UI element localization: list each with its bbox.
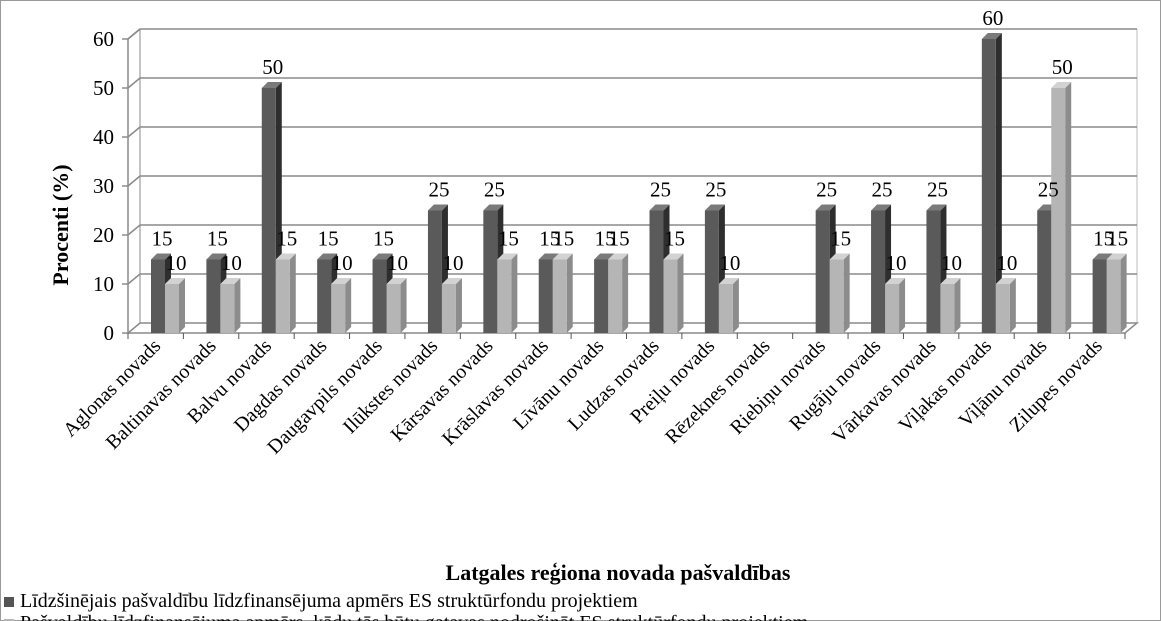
y-tick-label: 20 — [93, 223, 114, 247]
data-label: 15 — [373, 227, 394, 251]
data-label: 25 — [1038, 178, 1059, 202]
data-label: 15 — [152, 227, 173, 251]
data-label: 15 — [830, 227, 851, 251]
legend: Līdzšinējais pašvaldību līdzfinansējuma … — [4, 590, 809, 621]
bar-series-2 — [331, 278, 352, 333]
data-label: 15 — [276, 227, 297, 251]
bar-series-2 — [386, 278, 407, 333]
bar-series-2 — [608, 253, 629, 333]
bar-series-2 — [275, 253, 296, 333]
gridline — [127, 77, 1137, 89]
y-axis-title: Procenti (%) — [48, 164, 73, 285]
data-label: 15 — [1107, 227, 1128, 251]
data-label: 15 — [498, 227, 519, 251]
data-label: 10 — [996, 251, 1017, 275]
data-label: 10 — [221, 251, 242, 275]
bar-series-2 — [165, 278, 185, 333]
bar-series-2 — [940, 278, 961, 333]
bars — [151, 33, 1127, 333]
legend-swatch-series-1 — [4, 597, 14, 607]
bar-series-2 — [552, 253, 573, 333]
bar-series-2 — [663, 253, 684, 333]
legend-entry-series-1: Līdzšinējais pašvaldību līdzfinansējuma … — [20, 590, 638, 612]
y-tick-label: 40 — [93, 125, 114, 149]
bar-series-1 — [981, 33, 1002, 333]
bar-series-2 — [995, 278, 1016, 333]
y-tick-label: 60 — [93, 27, 114, 51]
data-label: 15 — [1093, 227, 1114, 251]
data-label: 10 — [886, 251, 907, 275]
data-label: 25 — [816, 178, 837, 202]
data-label: 10 — [387, 251, 408, 275]
gridline — [127, 175, 1137, 187]
gridline — [127, 224, 1137, 236]
data-label: 50 — [262, 55, 283, 79]
data-label: 10 — [332, 251, 353, 275]
data-label: 15 — [595, 227, 616, 251]
x-axis-title: Latgales reģiona novada pašvaldības — [446, 560, 791, 585]
data-label: 15 — [609, 227, 630, 251]
bar-series-2 — [885, 278, 906, 333]
data-label: 10 — [442, 251, 463, 275]
gridline — [127, 273, 1137, 285]
data-label: 15 — [553, 227, 574, 251]
bar-series-2 — [829, 253, 850, 333]
data-label: 15 — [539, 227, 560, 251]
data-label: 25 — [927, 178, 948, 202]
bar-series-2 — [441, 278, 462, 333]
gridline — [127, 126, 1137, 138]
data-label: 25 — [705, 178, 726, 202]
data-label: 15 — [207, 227, 228, 251]
y-tick-label: 10 — [93, 272, 114, 296]
data-label: 10 — [719, 251, 740, 275]
data-label: 25 — [872, 178, 893, 202]
data-label: 25 — [428, 178, 449, 202]
data-label: 15 — [664, 227, 685, 251]
data-label: 25 — [650, 178, 671, 202]
y-tick-label: 50 — [93, 76, 114, 100]
y-tick-label: 30 — [93, 174, 114, 198]
y-axis-top-edge — [127, 28, 141, 40]
legend-entry-series-2: Pašvaldību līdzfinansējuma apmērs, kādu … — [20, 612, 809, 621]
legend-swatch-series-2 — [4, 619, 14, 621]
bar-series-2 — [718, 278, 739, 333]
bar-series-2 — [220, 278, 241, 333]
data-label: 50 — [1052, 55, 1073, 79]
bar-series-2 — [1051, 82, 1072, 333]
data-label: 10 — [941, 251, 962, 275]
bar-series-2 — [497, 253, 518, 333]
data-label: 15 — [318, 227, 339, 251]
data-label: 25 — [484, 178, 505, 202]
bar-series-2 — [1106, 253, 1127, 333]
y-tick-label: 0 — [104, 321, 115, 345]
data-label: 10 — [166, 251, 187, 275]
data-label: 60 — [982, 6, 1003, 30]
